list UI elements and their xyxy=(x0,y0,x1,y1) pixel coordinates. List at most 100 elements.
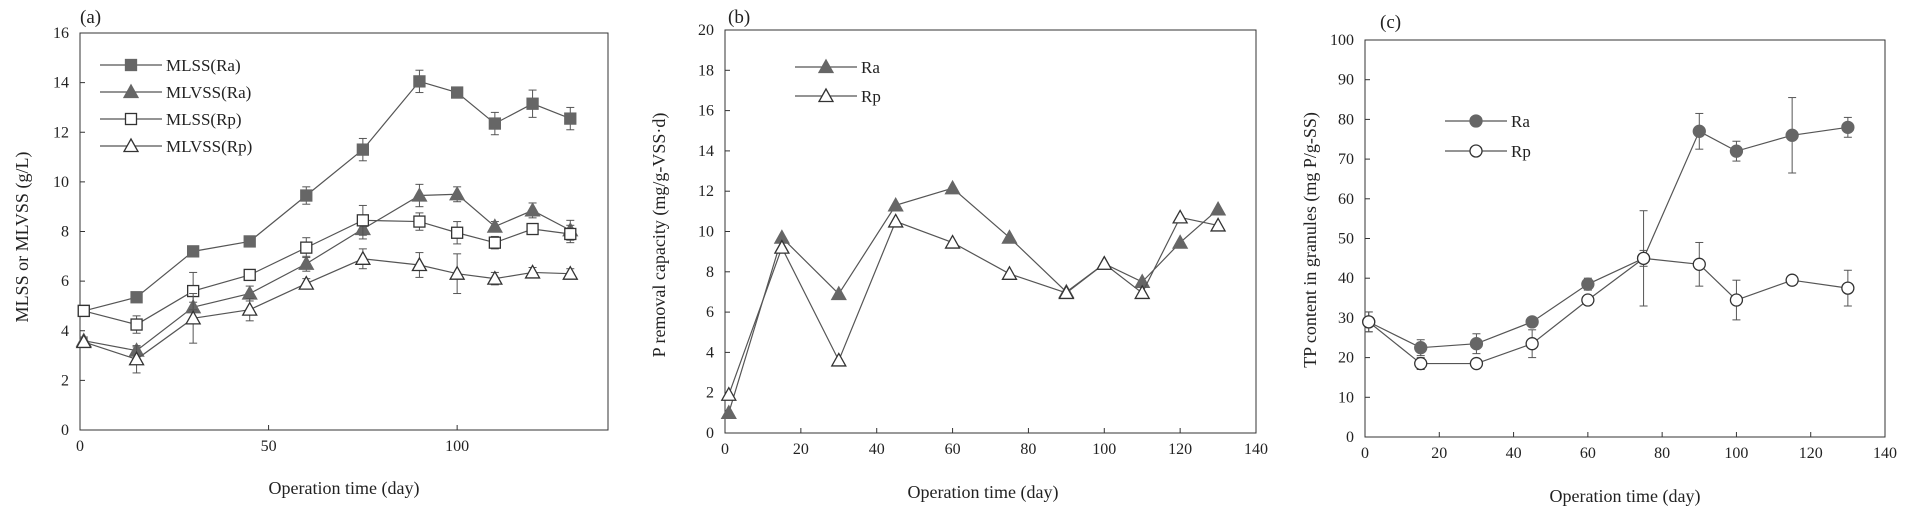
panel-c-x-tick-label: 0 xyxy=(1361,445,1369,462)
legend-marker xyxy=(124,58,138,72)
panel-a-y-tick-label: 0 xyxy=(61,422,69,439)
legend-label: Rp xyxy=(861,87,881,106)
panel-a-y-tick-label: 16 xyxy=(53,25,69,42)
legend-marker xyxy=(122,137,140,153)
panel-b-y-axis-title: P removal capacity (mg/g-VSS·d) xyxy=(649,113,670,358)
panel-c-y-tick-label: 60 xyxy=(1338,191,1354,208)
data-point xyxy=(887,213,904,228)
panel-b-label: (b) xyxy=(728,7,750,28)
data-point xyxy=(773,239,791,254)
panel-b-x-tick-label: 0 xyxy=(721,441,729,458)
panel-c-y-tick-label: 90 xyxy=(1338,72,1354,89)
series-line xyxy=(1368,257,1848,365)
series-mlvss-ra- xyxy=(75,183,579,357)
legend-label: MLVSS(Ra) xyxy=(166,83,251,102)
panel-a-x-tick-label: 100 xyxy=(445,438,469,455)
data-point xyxy=(1729,293,1744,307)
data-point xyxy=(298,275,315,290)
data-point xyxy=(720,404,737,420)
panel-a-y-tick-label: 6 xyxy=(61,273,69,290)
series-rp xyxy=(1362,241,1855,371)
data-point xyxy=(1581,293,1595,307)
data-point xyxy=(128,350,145,366)
panel-c: (c) Operation time (day) TP content in g… xyxy=(1300,12,1897,507)
data-point xyxy=(526,222,539,236)
data-point xyxy=(1001,265,1018,280)
legend-label: MLSS(Ra) xyxy=(166,56,241,75)
panel-c-x-tick-label: 100 xyxy=(1724,445,1748,462)
legend-entry: MLVSS(Ra) xyxy=(100,83,251,102)
panel-b-y-tick-label: 8 xyxy=(706,264,714,281)
panel-c-x-tick-label: 20 xyxy=(1431,445,1447,462)
data-point xyxy=(524,264,541,279)
data-point xyxy=(1469,356,1484,371)
panel-b-x-tick-label: 60 xyxy=(945,441,961,458)
data-point xyxy=(185,310,202,325)
series-line xyxy=(1368,126,1848,349)
data-point xyxy=(486,270,503,285)
panel-c-y-axis-title: TP content in granules (mg P/g-SS) xyxy=(1300,112,1321,368)
legend-marker xyxy=(817,58,835,74)
panel-b-x-tick-label: 100 xyxy=(1092,441,1116,458)
data-point xyxy=(1058,284,1075,300)
data-point xyxy=(1692,124,1706,138)
panel-a-x-tick-label: 0 xyxy=(76,438,84,455)
data-point xyxy=(298,255,315,270)
data-point xyxy=(186,245,200,258)
panel-b-x-axis-title: Operation time (day) xyxy=(908,482,1059,503)
panel-b-y-tick-label: 2 xyxy=(706,385,714,402)
data-point xyxy=(488,236,502,249)
data-point xyxy=(356,143,370,156)
data-point xyxy=(1525,315,1539,329)
data-point xyxy=(488,117,502,130)
series-rp xyxy=(720,209,1227,401)
data-point xyxy=(1636,251,1651,266)
data-point xyxy=(1785,273,1799,287)
panel-c-y-tick-label: 30 xyxy=(1338,310,1354,327)
legend-marker xyxy=(817,87,835,103)
data-point xyxy=(449,185,466,201)
data-point xyxy=(1729,144,1744,158)
panel-b-y-tick-label: 14 xyxy=(698,143,714,160)
data-point xyxy=(562,265,579,280)
series-line xyxy=(728,187,1219,414)
panel-b-x-tick-label: 120 xyxy=(1168,441,1192,458)
data-point xyxy=(1414,341,1428,355)
legend-entry: Rp xyxy=(795,87,881,106)
data-point xyxy=(887,196,904,212)
panel-b-y-tick-label: 6 xyxy=(706,304,714,321)
data-point xyxy=(243,268,256,282)
panel-c-x-tick-label: 140 xyxy=(1873,445,1897,462)
data-point xyxy=(241,301,258,316)
panel-a-y-tick-label: 8 xyxy=(61,224,69,241)
data-point xyxy=(130,291,143,304)
data-point xyxy=(354,250,371,265)
panel-c-x-tick-label: 80 xyxy=(1654,445,1670,462)
panel-b-x-tick-label: 80 xyxy=(1020,441,1036,458)
panel-c-y-tick-label: 100 xyxy=(1330,32,1354,49)
data-point xyxy=(486,218,503,233)
data-point xyxy=(75,333,92,349)
data-point xyxy=(413,215,426,228)
legend-label: MLVSS(Rp) xyxy=(166,137,252,156)
panel-c-x-tick-label: 120 xyxy=(1799,445,1823,462)
data-point xyxy=(1362,315,1376,329)
data-point xyxy=(1692,257,1706,271)
panel-b-axes-frame xyxy=(724,29,1257,434)
data-point xyxy=(243,235,256,248)
panel-b-y-tick-label: 4 xyxy=(706,344,714,361)
data-point xyxy=(300,189,313,202)
data-point xyxy=(564,227,577,241)
data-point xyxy=(1172,209,1189,224)
panel-a-x-axis-title: Operation time (day) xyxy=(269,478,420,499)
legend-label: MLSS(Rp) xyxy=(166,110,242,129)
panel-c-y-tick-label: 80 xyxy=(1338,111,1354,128)
panel-c-y-tick-label: 20 xyxy=(1338,350,1354,367)
data-point xyxy=(130,318,143,331)
data-point xyxy=(564,112,577,125)
data-point xyxy=(944,179,961,195)
panel-b-x-tick-label: 20 xyxy=(793,441,809,458)
legend-entry: MLSS(Ra) xyxy=(100,56,241,75)
legend-marker xyxy=(122,83,140,99)
